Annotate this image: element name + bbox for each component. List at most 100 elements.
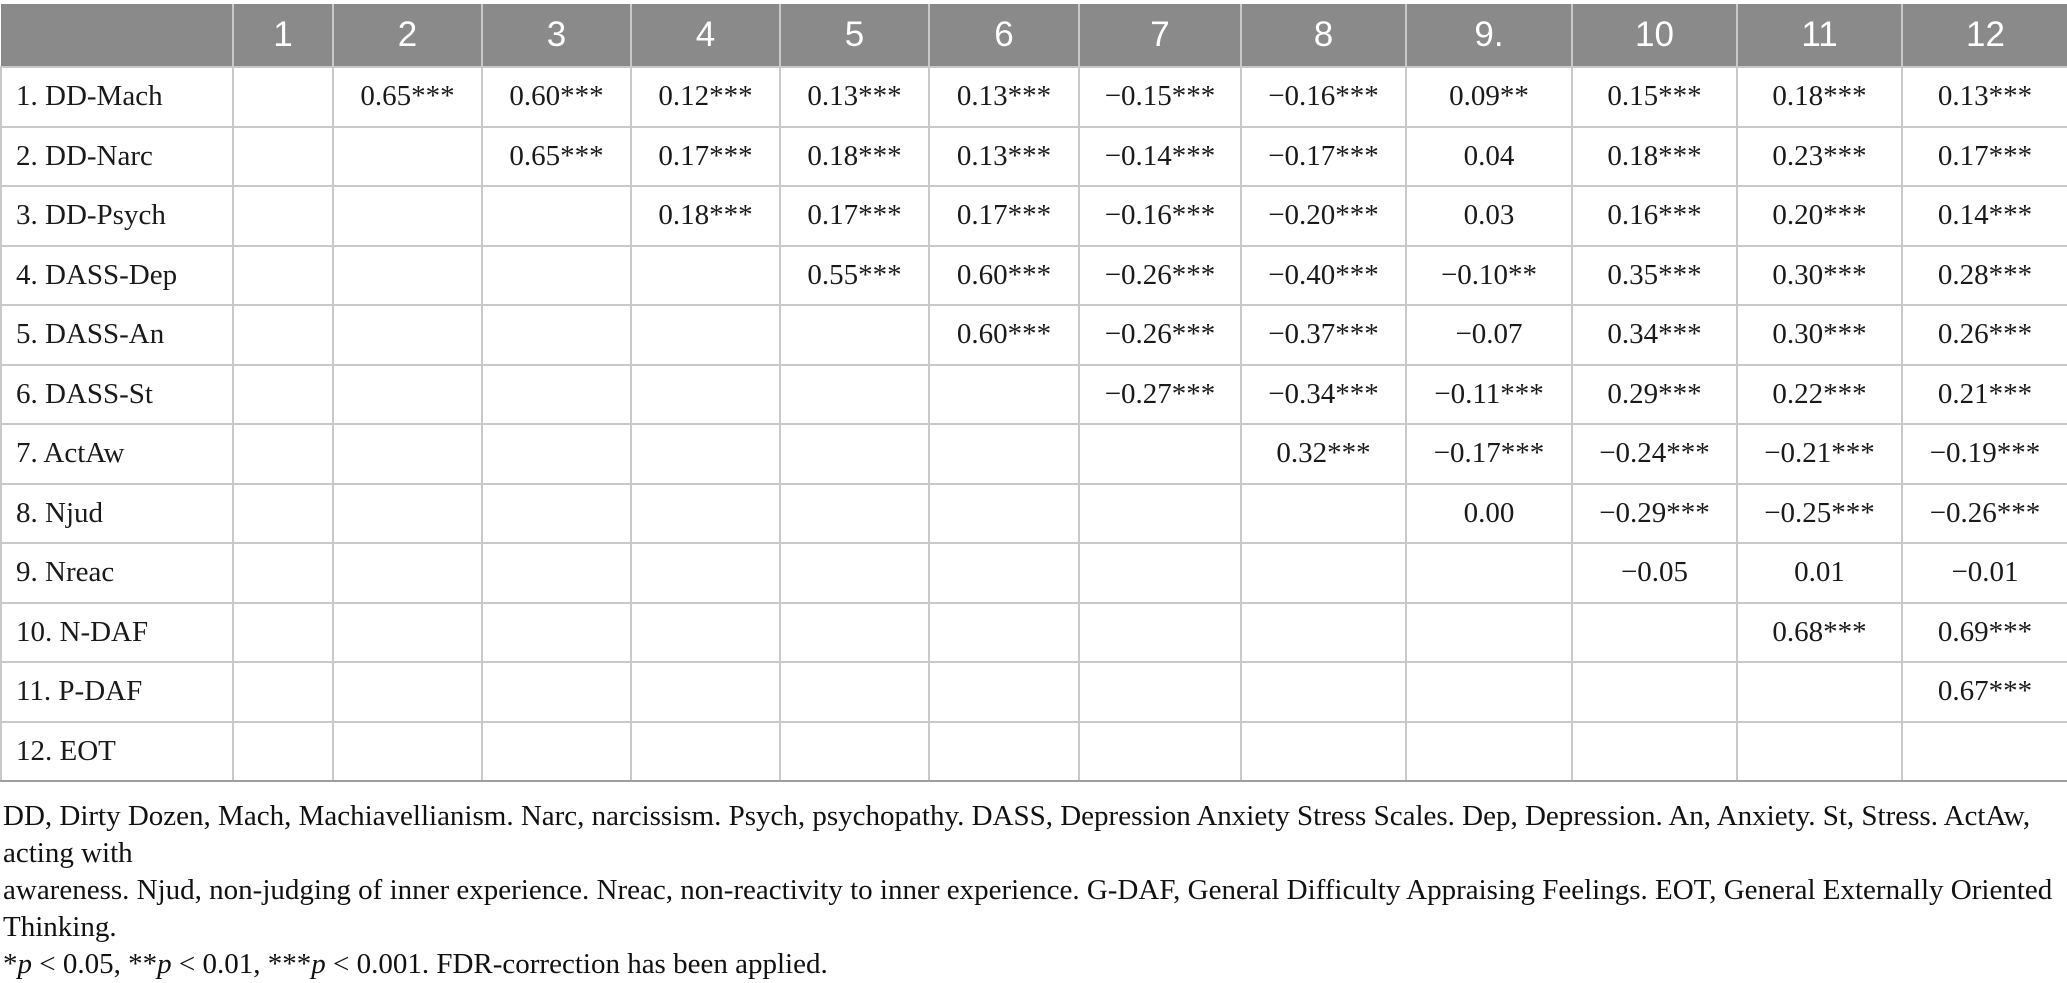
correlation-cell — [1901, 720, 2067, 782]
correlation-cell — [1240, 482, 1407, 544]
correlation-cell — [481, 423, 632, 485]
row-label: 5. DASS-An — [0, 304, 234, 366]
correlation-cell — [630, 720, 781, 782]
correlation-cell: 0.21*** — [1901, 363, 2067, 425]
correlation-cell — [1240, 542, 1407, 604]
correlation-cell — [1571, 661, 1738, 723]
significance-text: < 0.05, ** — [32, 948, 158, 980]
abbreviation-note-line-1: DD, Dirty Dozen, Mach, Machiavellianism.… — [3, 800, 2031, 869]
correlation-cell — [928, 601, 1080, 663]
row-label: 10. N-DAF — [0, 601, 234, 663]
correlation-cell: 0.60*** — [928, 304, 1080, 366]
correlation-cell: −0.26*** — [1078, 304, 1242, 366]
table-row: 3. DD-Psych 0.18*** 0.17*** 0.17*** −0.16***… — [0, 185, 2067, 247]
correlation-cell: 0.13*** — [928, 66, 1080, 128]
correlation-cell: 0.30*** — [1736, 304, 1903, 366]
correlation-cell — [1571, 601, 1738, 663]
correlation-cell — [928, 423, 1080, 485]
row-label: 11. P-DAF — [0, 661, 234, 723]
row-label: 6. DASS-St — [0, 363, 234, 425]
correlation-cell — [232, 720, 334, 782]
correlation-cell: −0.21*** — [1736, 423, 1903, 485]
correlation-cell: −0.17*** — [1240, 125, 1407, 187]
correlation-cell — [332, 304, 483, 366]
correlation-cell: −0.26*** — [1078, 244, 1242, 306]
correlation-cell: −0.37*** — [1240, 304, 1407, 366]
correlation-cell — [232, 363, 334, 425]
correlation-cell: 0.03 — [1405, 185, 1573, 247]
correlation-cell: −0.19*** — [1901, 423, 2067, 485]
correlation-cell — [779, 661, 930, 723]
correlation-cell: 0.20*** — [1736, 185, 1903, 247]
correlation-cell: 0.09** — [1405, 66, 1573, 128]
header-row: 1 2 3 4 5 6 7 8 9. 10 11 12 — [1, 4, 2067, 67]
correlation-cell — [1405, 720, 1573, 782]
column-header: 8 — [1240, 4, 1406, 67]
correlation-cell: 0.35*** — [1571, 244, 1738, 306]
correlation-cell — [232, 125, 334, 187]
row-label: 8. Njud — [0, 482, 234, 544]
correlation-cell — [481, 185, 632, 247]
table-row: 2. DD-Narc 0.65*** 0.17*** 0.18*** 0.13*** −0… — [0, 125, 2067, 187]
column-header: 3 — [481, 4, 631, 67]
column-header: 10 — [1571, 4, 1737, 67]
correlation-cell — [630, 601, 781, 663]
correlation-cell — [779, 304, 930, 366]
correlation-cell — [232, 185, 334, 247]
correlation-cell — [332, 363, 483, 425]
correlation-cell: −0.11*** — [1405, 363, 1573, 425]
correlation-cell — [232, 423, 334, 485]
correlation-cell — [481, 720, 632, 782]
correlation-cell: 0.18*** — [779, 125, 930, 187]
correlation-cell — [1736, 661, 1903, 723]
correlation-cell — [481, 244, 632, 306]
correlation-cell: −0.26*** — [1901, 482, 2067, 544]
correlation-cell: 0.14*** — [1901, 185, 2067, 247]
column-header: 9. — [1405, 4, 1572, 67]
correlation-cell: 0.69*** — [1901, 601, 2067, 663]
correlation-cell — [630, 423, 781, 485]
column-header: 4 — [630, 4, 780, 67]
correlation-cell — [232, 482, 334, 544]
table-row: 4. DASS-Dep 0.55*** 0.60*** −0.26*** −0.40**… — [0, 244, 2067, 306]
correlation-cell: −0.16*** — [1240, 66, 1407, 128]
correlation-cell: −0.34*** — [1240, 363, 1407, 425]
abbreviation-note-line-2: awareness. Njud, non-judging of inner ex… — [3, 874, 2053, 943]
column-header: 7 — [1078, 4, 1241, 67]
correlation-cell: 0.18*** — [630, 185, 781, 247]
correlation-cell — [1240, 661, 1407, 723]
row-label: 9. Nreac — [0, 542, 234, 604]
column-header: 1 — [232, 4, 333, 67]
significance-text: < 0.001. FDR-correction has been applied… — [325, 948, 828, 980]
correlation-cell: −0.10** — [1405, 244, 1573, 306]
correlation-cell: −0.40*** — [1240, 244, 1407, 306]
correlation-cell — [630, 542, 781, 604]
correlation-cell: −0.29*** — [1571, 482, 1738, 544]
correlation-cell: 0.18*** — [1736, 66, 1903, 128]
row-label: 4. DASS-Dep — [0, 244, 234, 306]
correlation-cell — [481, 542, 632, 604]
correlation-cell — [481, 661, 632, 723]
correlation-cell: 0.29*** — [1571, 363, 1738, 425]
correlation-cell: −0.15*** — [1078, 66, 1242, 128]
table-footnote: DD, Dirty Dozen, Mach, Machiavellianism.… — [0, 798, 2067, 983]
correlation-cell: −0.27*** — [1078, 363, 1242, 425]
column-header: 5 — [779, 4, 929, 67]
correlation-cell — [332, 244, 483, 306]
correlation-cell: −0.01 — [1901, 542, 2067, 604]
row-label: 3. DD-Psych — [0, 185, 234, 247]
correlation-cell: −0.07 — [1405, 304, 1573, 366]
correlation-cell — [779, 601, 930, 663]
correlation-cell: 0.01 — [1736, 542, 1903, 604]
correlation-cell: 0.17*** — [928, 185, 1080, 247]
correlation-cell — [779, 482, 930, 544]
correlation-cell: 0.30*** — [1736, 244, 1903, 306]
row-label: 7. ActAw — [0, 423, 234, 485]
correlation-cell — [1078, 601, 1242, 663]
correlation-cell: 0.26*** — [1901, 304, 2067, 366]
correlation-cell: 0.65*** — [481, 125, 632, 187]
correlation-cell — [928, 720, 1080, 782]
correlation-cell: 0.60*** — [928, 244, 1080, 306]
correlation-cell — [928, 482, 1080, 544]
correlation-cell: 0.00 — [1405, 482, 1573, 544]
